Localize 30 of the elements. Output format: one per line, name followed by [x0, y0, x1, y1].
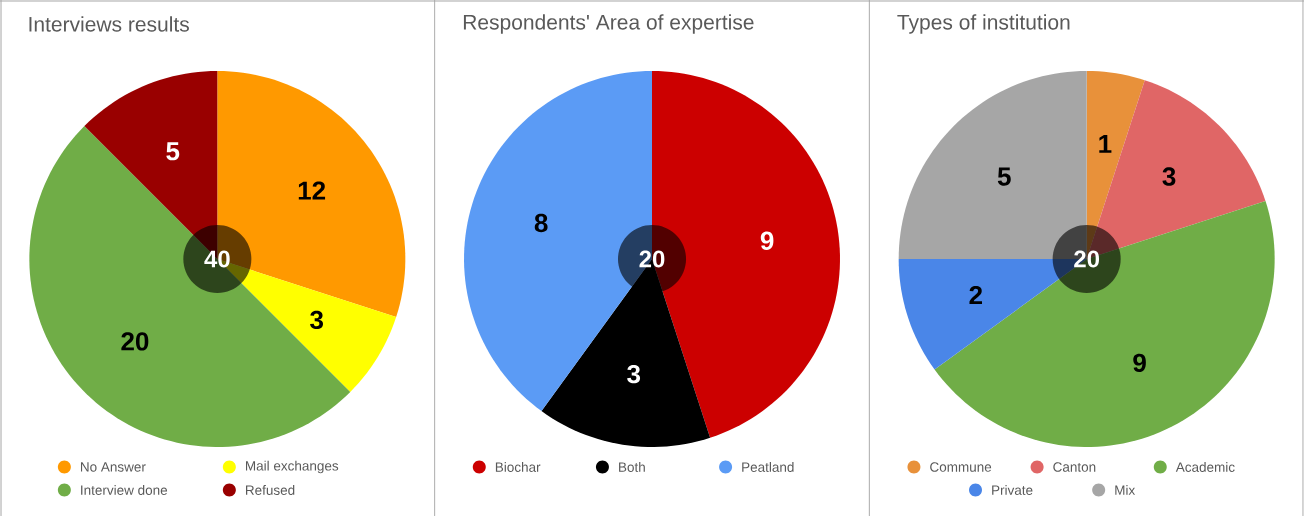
data-label: 20 [121, 332, 149, 351]
data-label: 3 [627, 364, 641, 384]
data-label: 3 [310, 310, 324, 330]
legend-label: Refused [246, 485, 295, 495]
chart-title: Respondents' Area of expertise [463, 14, 754, 34]
legend-label: Commune [930, 462, 992, 472]
data-label: 8 [534, 213, 548, 233]
legend-label: Both [619, 462, 645, 472]
data-label: 2 [969, 285, 983, 305]
legend-label: Mail exchanges [246, 460, 339, 474]
data-label: 5 [997, 167, 1011, 186]
chart-title: Types of institution [897, 14, 1070, 34]
data-label: 9 [760, 231, 774, 250]
data-label: 3 [1162, 167, 1176, 186]
legend-label: Interview done [81, 485, 168, 495]
text: 20 [639, 250, 665, 268]
data-label: 1 [1099, 134, 1112, 153]
legend-label: Private [992, 485, 1033, 495]
text: 40 [204, 250, 230, 268]
chart-title: Interviews results [29, 16, 189, 32]
legend-label: Mix [1115, 485, 1136, 495]
data-label: 12 [298, 181, 326, 200]
text: 20 [1074, 250, 1100, 268]
legend-label: Academic [1175, 462, 1235, 472]
legend-label: Peatland [742, 462, 794, 472]
legend-label: No Answer [80, 462, 146, 472]
data-label: 9 [1133, 353, 1146, 373]
legend-label: Canton [1053, 462, 1096, 472]
legend-label: Biochar [495, 462, 541, 472]
data-label: 5 [166, 142, 180, 161]
